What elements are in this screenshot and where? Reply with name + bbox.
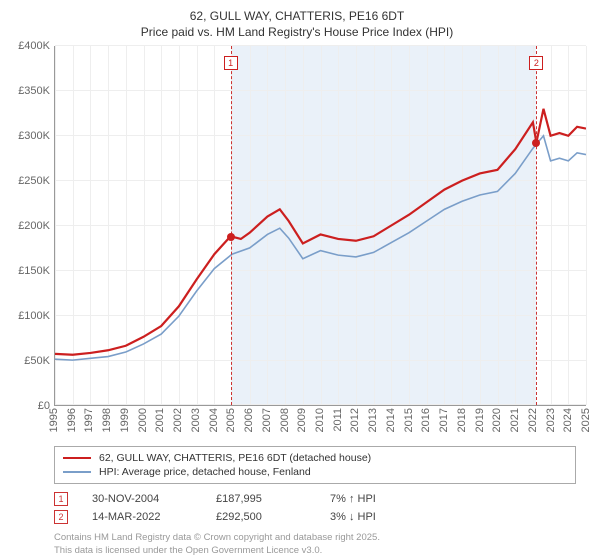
y-tick-label: £200K	[18, 220, 50, 232]
footer-line: This data is licensed under the Open Gov…	[54, 545, 576, 557]
y-axis: £0£50K£100K£150K£200K£250K£300K£350K£400…	[8, 46, 54, 406]
y-tick-label: £300K	[18, 130, 50, 142]
sales-date: 30-NOV-2004	[92, 493, 192, 505]
x-tick-label: 2004	[208, 408, 220, 432]
sales-delta: 7% ↑ HPI	[330, 493, 420, 505]
footer: Contains HM Land Registry data © Crown c…	[54, 532, 576, 557]
chart: £0£50K£100K£150K£200K£250K£300K£350K£400…	[8, 46, 586, 406]
event-vline	[536, 46, 537, 405]
series-primary	[55, 109, 586, 355]
x-tick-label: 2010	[314, 408, 326, 432]
x-tick-label: 2003	[190, 408, 202, 432]
x-tick-label: 2013	[367, 408, 379, 432]
event-vline	[231, 46, 232, 405]
footer-line: Contains HM Land Registry data © Crown c…	[54, 532, 576, 544]
x-tick-label: 2020	[491, 408, 503, 432]
x-tick-label: 2011	[332, 408, 344, 432]
sales-date: 14-MAR-2022	[92, 511, 192, 523]
legend-item: 62, GULL WAY, CHATTERIS, PE16 6DT (detac…	[63, 451, 567, 465]
legend-label: HPI: Average price, detached house, Fenl…	[99, 466, 311, 478]
x-tick-label: 2024	[562, 408, 574, 432]
y-tick-label: £250K	[18, 175, 50, 187]
x-tick-label: 1996	[66, 408, 78, 432]
legend-label: 62, GULL WAY, CHATTERIS, PE16 6DT (detac…	[99, 452, 371, 464]
x-tick-label: 2007	[261, 408, 273, 432]
x-tick-label: 1999	[119, 408, 131, 432]
plot-area: 12	[54, 46, 586, 406]
series-hpi	[55, 136, 586, 360]
sales-marker: 2	[54, 510, 68, 524]
x-tick-label: 2001	[154, 408, 166, 432]
event-marker: 1	[224, 56, 238, 70]
y-tick-label: £50K	[24, 355, 50, 367]
title-subtitle: Price paid vs. HM Land Registry's House …	[8, 24, 586, 40]
x-tick-label: 2000	[137, 408, 149, 432]
x-tick-label: 2022	[527, 408, 539, 432]
gridline-v	[586, 46, 587, 405]
chart-container: 62, GULL WAY, CHATTERIS, PE16 6DT Price …	[0, 0, 600, 560]
x-tick-label: 2018	[456, 408, 468, 432]
legend-swatch	[63, 457, 91, 459]
x-tick-label: 1997	[83, 408, 95, 432]
y-tick-label: £350K	[18, 85, 50, 97]
x-tick-label: 1995	[48, 408, 60, 432]
x-tick-label: 2012	[349, 408, 361, 432]
x-tick-label: 2025	[580, 408, 592, 432]
sales-marker: 1	[54, 492, 68, 506]
legend-item: HPI: Average price, detached house, Fenl…	[63, 465, 567, 479]
title-address: 62, GULL WAY, CHATTERIS, PE16 6DT	[8, 8, 586, 24]
x-tick-label: 2006	[243, 408, 255, 432]
sales-delta: 3% ↓ HPI	[330, 511, 420, 523]
x-tick-label: 2021	[509, 408, 521, 432]
x-tick-label: 2016	[420, 408, 432, 432]
y-tick-label: £150K	[18, 265, 50, 277]
y-tick-label: £100K	[18, 310, 50, 322]
x-tick-label: 2005	[225, 408, 237, 432]
title-block: 62, GULL WAY, CHATTERIS, PE16 6DT Price …	[8, 8, 586, 40]
x-axis: 1995199619971998199920002001200220032004…	[54, 406, 586, 442]
chart-lines	[55, 46, 586, 405]
legend: 62, GULL WAY, CHATTERIS, PE16 6DT (detac…	[54, 446, 576, 484]
sales-row: 1 30-NOV-2004 £187,995 7% ↑ HPI	[54, 490, 576, 508]
x-tick-label: 2019	[474, 408, 486, 432]
sales-table: 1 30-NOV-2004 £187,995 7% ↑ HPI 2 14-MAR-2022…	[54, 490, 576, 526]
event-dot	[227, 233, 235, 241]
sales-price: £292,500	[216, 511, 306, 523]
x-tick-label: 1998	[101, 408, 113, 432]
legend-swatch	[63, 471, 91, 473]
event-marker: 2	[529, 56, 543, 70]
event-dot	[532, 139, 540, 147]
sales-price: £187,995	[216, 493, 306, 505]
x-tick-label: 2009	[296, 408, 308, 432]
x-tick-label: 2023	[545, 408, 557, 432]
x-tick-label: 2002	[172, 408, 184, 432]
x-tick-label: 2015	[403, 408, 415, 432]
x-tick-label: 2008	[279, 408, 291, 432]
x-tick-label: 2017	[438, 408, 450, 432]
y-tick-label: £400K	[18, 40, 50, 52]
sales-row: 2 14-MAR-2022 £292,500 3% ↓ HPI	[54, 508, 576, 526]
x-tick-label: 2014	[385, 408, 397, 432]
